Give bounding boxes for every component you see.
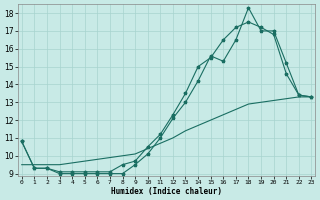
X-axis label: Humidex (Indice chaleur): Humidex (Indice chaleur) <box>111 187 222 196</box>
